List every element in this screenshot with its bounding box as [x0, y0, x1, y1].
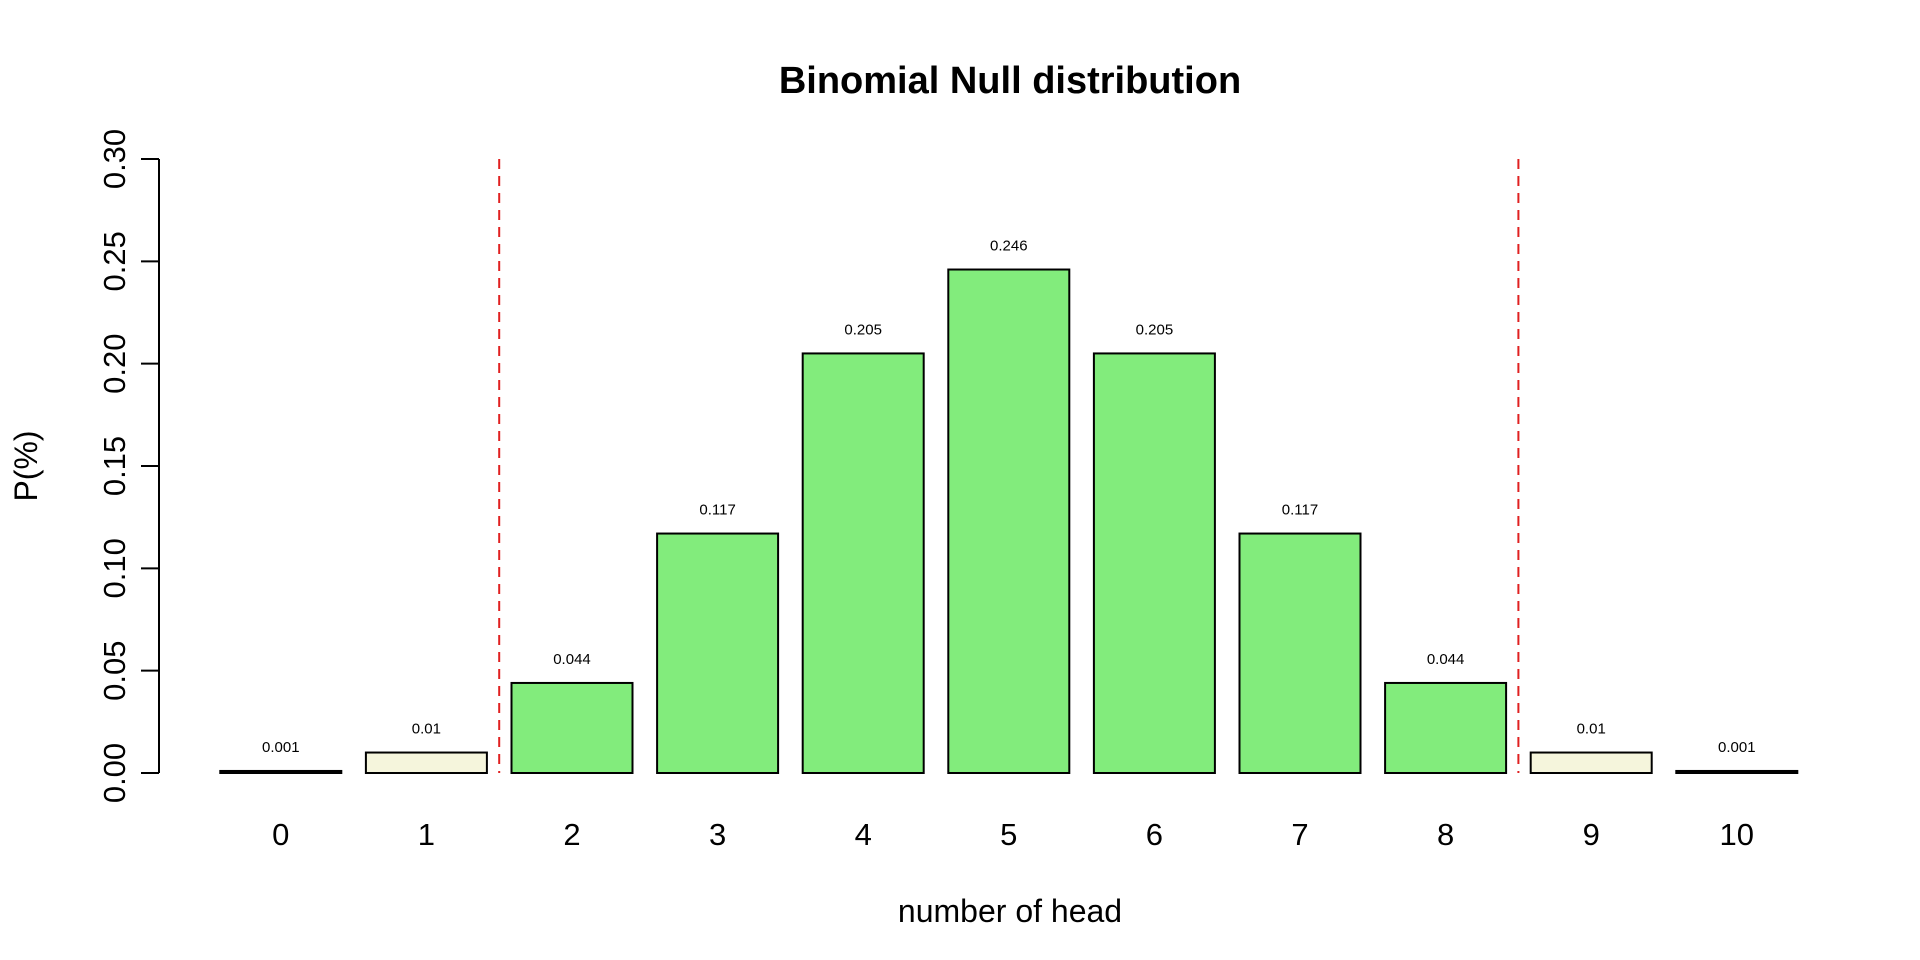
data-label: 0.205 — [844, 321, 882, 338]
chart-title: Binomial Null distribution — [779, 60, 1241, 102]
y-tick-label: 0.00 — [97, 743, 132, 803]
y-axis: 0.00 0.05 0.10 0.15 0.20 0.25 0.30 — [97, 129, 160, 803]
critical-lines — [498, 159, 1520, 773]
bar — [801, 352, 925, 774]
data-label: 0.01 — [1577, 721, 1606, 738]
x-tick-label: 6 — [1146, 817, 1163, 852]
x-tick-label: 9 — [1583, 817, 1600, 852]
y-tick-label: 0.05 — [97, 640, 132, 700]
data-label: 0.246 — [990, 238, 1028, 255]
bar — [364, 751, 488, 774]
x-tick-label: 7 — [1291, 817, 1308, 852]
x-tick-label: 3 — [709, 817, 726, 852]
x-tick-label: 4 — [855, 817, 872, 852]
y-tick-label: 0.30 — [97, 129, 132, 189]
bar — [656, 532, 780, 774]
bars: 0.001 0.01 0.044 0.117 0.205 0.246 0.205 0.117 0… — [219, 238, 1799, 774]
x-tick-label: 1 — [418, 817, 435, 852]
data-label: 0.117 — [1282, 502, 1318, 519]
bar — [510, 681, 634, 774]
y-tick-label: 0.20 — [97, 333, 132, 393]
data-label: 0.117 — [699, 502, 735, 519]
x-axis: 0 1 2 3 4 5 6 7 8 9 10 — [272, 817, 1754, 852]
y-tick-label: 0.10 — [97, 538, 132, 598]
data-label: 0.01 — [412, 721, 441, 738]
x-tick-label: 2 — [563, 817, 580, 852]
x-tick-label: 0 — [272, 817, 289, 852]
bar — [1238, 532, 1362, 774]
y-tick-label: 0.15 — [97, 436, 132, 496]
x-tick-label: 8 — [1437, 817, 1454, 852]
y-tick-label: 0.25 — [97, 231, 132, 291]
bar — [947, 268, 1071, 774]
data-label: 0.001 — [1718, 739, 1756, 756]
x-axis-label: number of head — [898, 893, 1122, 929]
data-label: 0.205 — [1136, 321, 1174, 338]
bar — [1529, 751, 1653, 774]
bar — [1384, 681, 1508, 774]
data-label: 0.044 — [553, 651, 591, 668]
data-label: 0.044 — [1427, 651, 1465, 668]
x-tick-label: 5 — [1000, 817, 1017, 852]
bar — [219, 769, 343, 774]
y-axis-label: P(%) — [8, 430, 44, 501]
data-label: 0.001 — [262, 739, 300, 756]
bar — [1092, 352, 1216, 774]
bar — [1675, 769, 1799, 774]
x-tick-label: 10 — [1720, 817, 1754, 852]
